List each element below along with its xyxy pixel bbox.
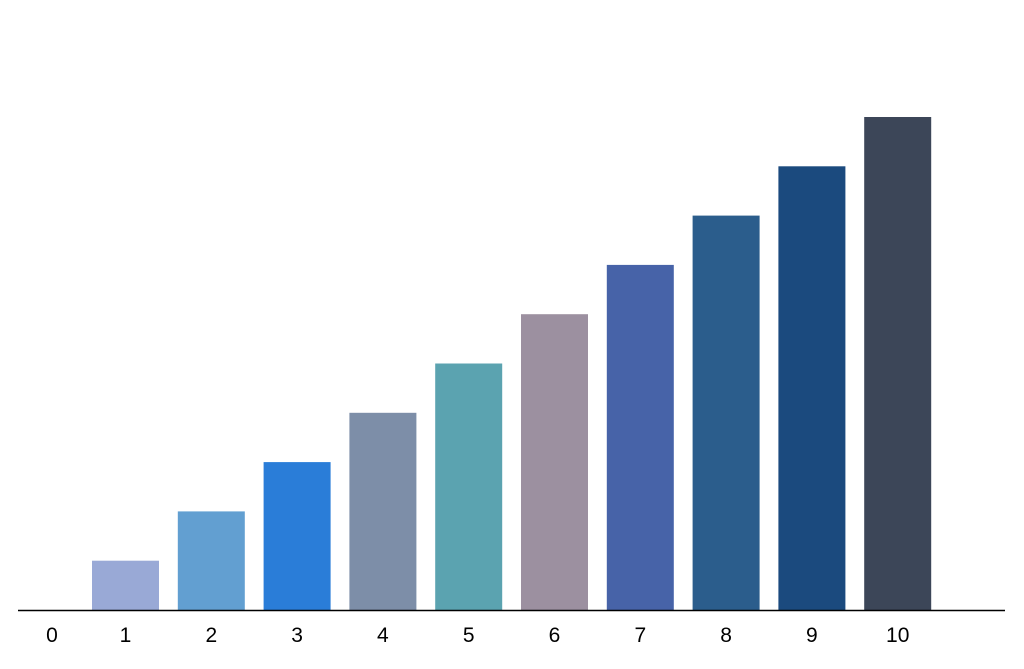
x-tick-label-7: 7	[634, 624, 646, 647]
x-tick-label-4: 4	[377, 624, 389, 647]
x-tick-label-9: 9	[806, 624, 818, 647]
x-tick-label-0: 0	[46, 624, 58, 647]
x-tick-label-1: 1	[120, 624, 132, 647]
x-tick-label-3: 3	[291, 624, 303, 647]
x-tick-label-8: 8	[720, 624, 732, 647]
bar-6	[521, 314, 588, 610]
x-tick-label-6: 6	[549, 624, 561, 647]
bar-1	[92, 560, 159, 610]
bars	[92, 117, 932, 611]
bar-7	[606, 264, 674, 610]
bar-3	[263, 462, 331, 610]
x-tick-label-5: 5	[463, 624, 475, 647]
x-tick-label-2: 2	[205, 624, 217, 647]
x-tick-labels: 0 1 2 3 4 5 6 7 8 9 10	[46, 624, 909, 647]
bar-10	[864, 117, 932, 610]
bar-9	[778, 166, 846, 611]
bar-2	[177, 511, 245, 610]
bar-8	[692, 215, 760, 610]
bar-5	[435, 363, 503, 610]
bar-4	[349, 412, 417, 610]
x-tick-label-10: 10	[886, 624, 909, 647]
